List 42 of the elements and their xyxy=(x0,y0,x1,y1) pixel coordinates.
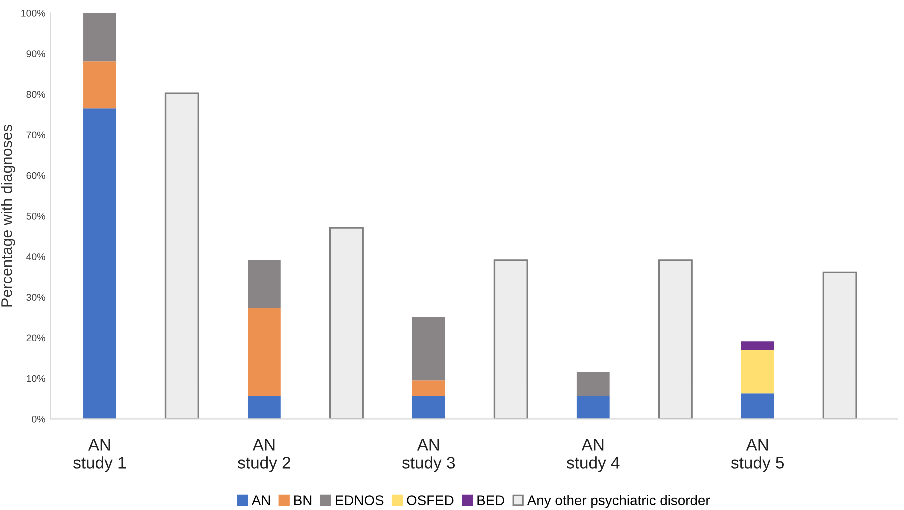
bar xyxy=(248,260,281,308)
x-tick-label: AN study 4 xyxy=(566,439,620,472)
y-tick-label: 70% xyxy=(26,132,46,139)
y-axis-title: Percentage with diagnoses xyxy=(1,125,16,307)
bar xyxy=(576,396,610,420)
legend-label: BED xyxy=(478,496,504,506)
bar xyxy=(248,396,281,420)
bar xyxy=(412,380,446,396)
bar xyxy=(741,394,774,420)
y-tick-label: 20% xyxy=(26,334,46,342)
bar xyxy=(412,317,446,381)
y-tick-label: 90% xyxy=(26,50,46,58)
bar xyxy=(741,342,774,350)
legend-label: Any other psychiatric disorder xyxy=(527,495,710,508)
bar xyxy=(329,227,364,420)
bar xyxy=(658,260,693,420)
bar xyxy=(84,62,116,109)
bar xyxy=(741,350,774,394)
bar xyxy=(164,92,200,420)
legend-label: BN xyxy=(294,496,312,506)
y-tick-label: 40% xyxy=(26,254,46,260)
y-tick-label: 0% xyxy=(32,416,46,423)
y-tick-label: 50% xyxy=(26,212,46,220)
y-tick-label: 10% xyxy=(27,375,46,382)
bar xyxy=(248,308,281,396)
bar xyxy=(494,260,528,420)
bar xyxy=(822,272,858,420)
y-tick-label: 80% xyxy=(26,91,46,98)
y-tick-label: 60% xyxy=(26,172,46,180)
x-tick-label: AN study 5 xyxy=(731,439,784,472)
bar xyxy=(84,108,116,420)
legend-label: EDNOS xyxy=(336,496,384,506)
legend-label: OSFED xyxy=(407,496,454,506)
legend-label: AN xyxy=(252,496,270,506)
bar xyxy=(576,372,610,396)
bar xyxy=(84,13,116,62)
bar xyxy=(412,396,446,420)
x-tick-label: AN study 1 xyxy=(74,439,126,472)
x-tick-label: AN study 2 xyxy=(238,439,290,472)
y-tick-label: 100% xyxy=(22,10,46,17)
y-tick-label: 30% xyxy=(26,294,46,302)
x-tick-label: AN study 3 xyxy=(402,439,456,472)
